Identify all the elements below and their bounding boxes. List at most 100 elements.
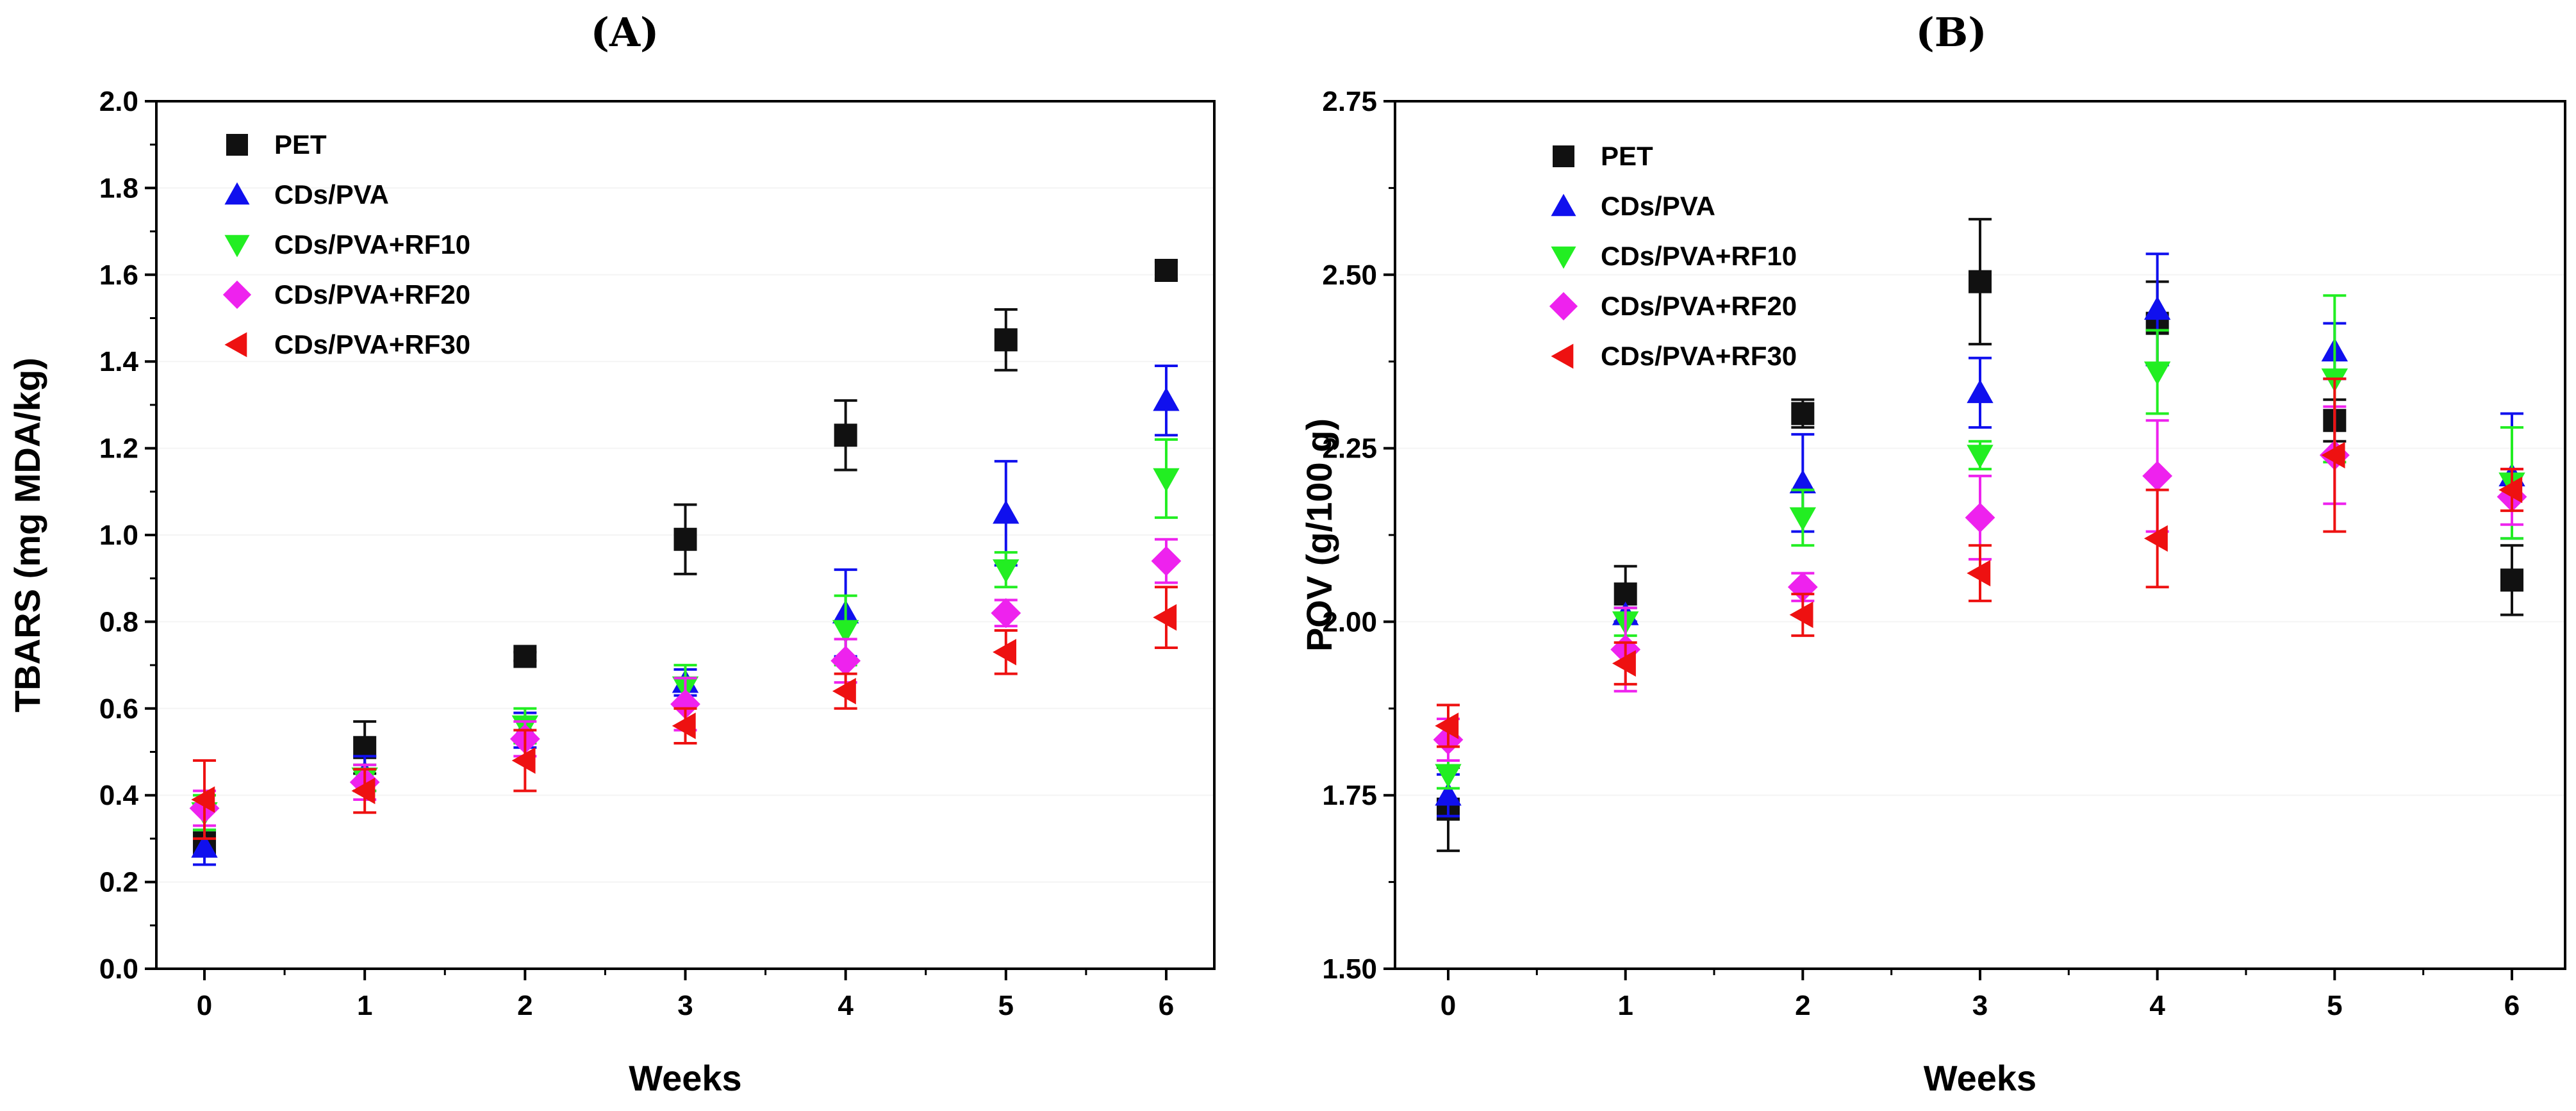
legend-marker [224, 182, 250, 205]
x-tick-label: 2 [517, 990, 533, 1021]
x-axis-title: Weeks [1924, 1058, 2036, 1098]
data-point [2498, 476, 2523, 504]
data-point [2143, 296, 2171, 320]
legend-label: CDs/PVA [274, 179, 389, 210]
y-tick-label: 1.4 [99, 346, 139, 377]
y-axis-title: TBARS (mg MDA/kg) [7, 358, 47, 712]
data-point [1789, 470, 1817, 493]
legend-marker [222, 280, 252, 309]
y-axis-title: POV (g/100 g) [1299, 418, 1339, 652]
y-tick-label: 1.2 [99, 433, 138, 465]
series-cds-pva [191, 364, 1180, 866]
y-tick-label: 2.75 [1322, 86, 1377, 117]
x-tick-label: 5 [998, 990, 1014, 1021]
chart-a: (A) 0 1 2 3 4 5 6 0.0 0.2 0.4 0.6 0.8 1.0 1.2 1.4 1.6 1.8… [7, 9, 1216, 1098]
data-point [1969, 270, 1992, 293]
legend-label: CDs/PVA+RF10 [1601, 241, 1797, 271]
panel-label: (B) [1915, 9, 1986, 56]
data-point [993, 500, 1020, 524]
data-point [1967, 445, 1994, 469]
data-point [511, 747, 536, 774]
data-point [834, 424, 857, 447]
data-point [832, 620, 859, 644]
data-point [991, 598, 1021, 629]
data-point [1154, 259, 1178, 283]
y-tick-label: 1.6 [99, 259, 138, 291]
legend-marker [224, 235, 250, 258]
x-tick-label: 4 [838, 990, 854, 1021]
data-point [191, 834, 218, 858]
data-point [351, 777, 376, 805]
legend-marker [226, 134, 248, 156]
data-point [1791, 402, 1815, 425]
data-point [993, 559, 1020, 583]
series-cds-pva-rf30 [1435, 377, 2523, 748]
series-cds-pva-rf10 [191, 438, 1180, 832]
x-tick-label: 6 [2504, 990, 2520, 1021]
y-tick-label: 0.6 [99, 693, 138, 725]
series-cds-pva-rf30 [191, 586, 1178, 840]
x-tick-label: 2 [1795, 990, 1810, 1021]
x-tick-label: 4 [2149, 990, 2165, 1021]
legend-marker [224, 332, 247, 358]
data-point [2142, 461, 2173, 491]
data-point [1965, 502, 1995, 533]
x-tick-label: 1 [1617, 990, 1633, 1021]
legend: PET CDs/PVA CDs/PVA+RF10 CDs/PVA+RF20 CDs/PV… [1549, 141, 1797, 371]
data-point [2143, 361, 2171, 386]
data-point [994, 328, 1018, 352]
legend-label: PET [1601, 141, 1653, 171]
chart-b: (B) 0 1 2 3 4 5 6 1.50 1.75 2.00 2.25 2.50 2.75 Weeks P… [1299, 9, 2566, 1098]
data-point [670, 689, 700, 720]
data-point [1612, 650, 1636, 677]
y-tick-label: 2.25 [1322, 433, 1377, 465]
data-point [1614, 582, 1637, 606]
x-tick-label: 0 [197, 990, 212, 1021]
panel-label: (A) [591, 9, 659, 56]
x-tick-label: 1 [357, 990, 372, 1021]
legend-label: CDs/PVA+RF30 [1601, 341, 1797, 371]
legend-marker [1551, 246, 1576, 269]
data-point [1153, 387, 1180, 411]
legend: PET CDs/PVA CDs/PVA+RF10 CDs/PVA+RF20 CDs/PV… [222, 129, 470, 359]
x-tick-label: 3 [677, 990, 693, 1021]
legend-label: CDs/PVA+RF20 [274, 279, 470, 309]
legend-label: CDs/PVA+RF10 [274, 229, 470, 259]
data-point [1435, 782, 1462, 806]
data-point [1967, 559, 1991, 587]
legend-label: CDs/PVA [1601, 191, 1715, 221]
x-tick-label: 5 [2327, 990, 2342, 1021]
y-tick-label: 0.4 [99, 780, 139, 811]
y-tick-label: 1.8 [99, 172, 138, 204]
data-point [1151, 546, 1182, 577]
data-point [673, 527, 697, 551]
data-point [832, 678, 856, 705]
data-point [191, 786, 215, 813]
y-tick-label: 1.75 [1322, 780, 1377, 811]
y-tick-label: 1.0 [99, 520, 138, 551]
x-tick-label: 6 [1159, 990, 1174, 1021]
y-tick-label: 0.2 [99, 867, 138, 898]
y-tick-label: 2.50 [1322, 259, 1377, 291]
legend-label: CDs/PVA+RF20 [1601, 291, 1797, 321]
x-tick-label: 3 [1972, 990, 1988, 1021]
data-point [1789, 507, 1817, 531]
data-point [1153, 468, 1180, 492]
data-point [1789, 601, 1813, 629]
legend-marker [1551, 193, 1576, 217]
data-point [1435, 712, 1459, 739]
legend-marker [1551, 343, 1574, 369]
y-tick-label: 1.50 [1322, 953, 1377, 985]
y-tick-label: 2.0 [99, 86, 138, 117]
data-point [993, 639, 1017, 666]
data-point [353, 736, 377, 759]
series-cds-pva-rf20 [189, 538, 1182, 827]
x-tick-label: 0 [1441, 990, 1456, 1021]
legend-label: PET [274, 129, 327, 160]
data-point [672, 712, 696, 739]
data-point [2500, 568, 2523, 592]
legend-marker [1553, 145, 1574, 167]
legend-label: CDs/PVA+RF30 [274, 329, 470, 359]
legend-marker [1549, 292, 1578, 321]
x-axis-title: Weeks [629, 1058, 741, 1098]
